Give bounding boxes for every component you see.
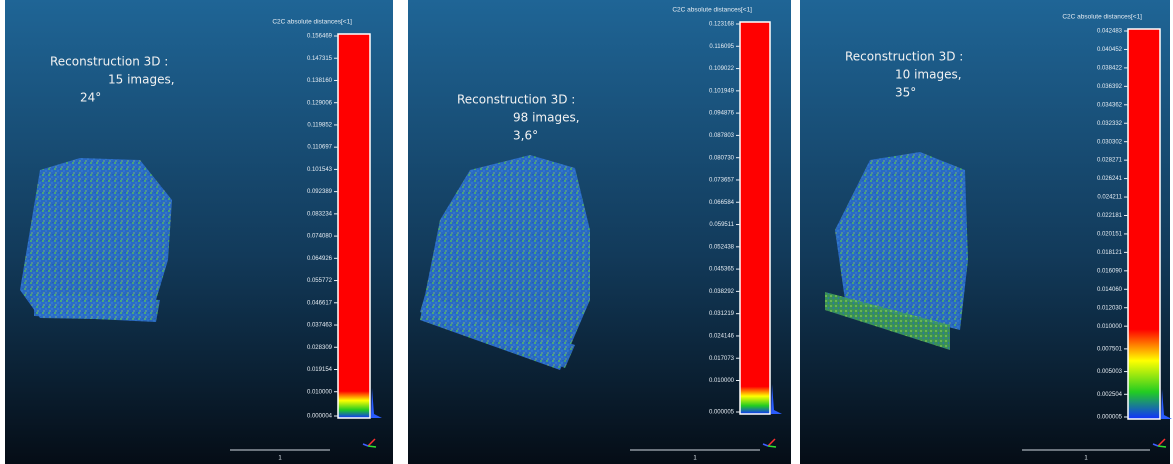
viewer-panel: Reconstruction 3D : 15 images, 24° C2C abso… xyxy=(5,0,393,464)
annotation-text: 10 images, xyxy=(895,68,962,82)
scale-tick-label: 0.028271 xyxy=(1097,158,1123,164)
scale-tick-label: 0.129006 xyxy=(307,100,333,106)
scale-tick-label: 0.066584 xyxy=(709,200,735,206)
scale-tick-label: 0.064926 xyxy=(307,256,333,262)
scale-tick-label: 0.002504 xyxy=(1097,392,1123,398)
color-scale-bar xyxy=(1128,29,1160,419)
scale-tick-label: 0.000004 xyxy=(307,414,333,420)
scale-tick-label: 0.022181 xyxy=(1097,213,1123,219)
scale-tick-label: 0.018121 xyxy=(1097,250,1123,256)
scale-tick-label: 0.073657 xyxy=(709,178,735,184)
axis-y xyxy=(368,446,376,447)
scale-tick-label: 0.005003 xyxy=(1097,369,1123,375)
scale-tick-label: 0.012030 xyxy=(1097,305,1123,311)
axis-y xyxy=(1158,446,1166,447)
scale-tick-label: 0.020151 xyxy=(1097,232,1123,238)
scale-tick-label: 0.123168 xyxy=(709,22,735,28)
scale-tick-label: 0.038422 xyxy=(1097,65,1123,71)
annotation-text: 98 images, xyxy=(513,111,580,125)
scale-tick-label: 0.007501 xyxy=(1097,346,1123,352)
scale-tick-label: 0.147315 xyxy=(307,56,333,62)
scale-tick-label: 0.101543 xyxy=(307,167,333,173)
scale-tick-label: 0.059511 xyxy=(709,222,734,228)
scale-tick-label: 0.010000 xyxy=(709,378,735,384)
scale-tick-label: 0.109022 xyxy=(709,66,735,72)
scale-tick-label: 0.024211 xyxy=(1097,195,1122,201)
scale-tick-label: 0.017073 xyxy=(709,356,735,362)
scale-tick-label: 0.031219 xyxy=(709,311,735,317)
annotation-text: 35° xyxy=(895,86,916,100)
scale-tick-label: 0.092389 xyxy=(307,189,333,195)
scale-tick-label: 0.074080 xyxy=(307,234,333,240)
scale-tick-label: 0.000005 xyxy=(1097,415,1123,421)
scale-tick-label: 0.055772 xyxy=(307,278,333,284)
scale-tick-label: 0.010000 xyxy=(307,389,333,395)
scale-tick-label: 0.000005 xyxy=(709,410,735,416)
scale-title: C2C absolute distances[<1] xyxy=(672,7,752,14)
scale-tick-label: 0.016090 xyxy=(1097,268,1123,274)
scale-title: C2C absolute distances[<1] xyxy=(1062,14,1142,21)
scale-tick-label: 0.110697 xyxy=(307,145,332,151)
annotation-text: 24° xyxy=(80,91,101,105)
scale-tick-label: 0.038292 xyxy=(709,289,735,295)
scale-tick-label: 0.042483 xyxy=(1097,29,1123,35)
scale-tick-label: 0.014060 xyxy=(1097,287,1123,293)
scale-tick-label: 0.156469 xyxy=(307,34,333,40)
axis-y xyxy=(768,446,776,447)
scale-tick-label: 0.116095 xyxy=(709,44,734,50)
scale-tick-label: 0.138160 xyxy=(307,78,333,84)
scale-title: C2C absolute distances[<1] xyxy=(272,19,352,26)
scale-tick-label: 0.036392 xyxy=(1097,84,1123,90)
scale-tick-label: 0.046617 xyxy=(307,300,333,306)
annotation-text: Reconstruction 3D : xyxy=(50,55,168,69)
scale-tick-label: 0.087803 xyxy=(709,133,735,139)
scale-tick-label: 0.037463 xyxy=(307,323,333,329)
scale-tick-label: 0.019154 xyxy=(307,367,333,373)
annotation-text: 3,6° xyxy=(513,129,538,143)
viewer-panel: Reconstruction 3D : 10 images, 35° C2C abso… xyxy=(800,0,1172,464)
scale-tick-label: 0.094876 xyxy=(709,111,735,117)
scale-tick-label: 0.034362 xyxy=(1097,102,1123,108)
annotation-text: 15 images, xyxy=(108,73,175,87)
scale-tick-label: 0.045365 xyxy=(709,267,735,273)
scale-tick-label: 0.026241 xyxy=(1097,176,1123,182)
scale-tick-label: 0.028309 xyxy=(307,345,333,351)
scale-tick-label: 0.030302 xyxy=(1097,139,1123,145)
scale-tick-label: 0.101949 xyxy=(709,88,735,94)
viewer-panel: Reconstruction 3D : 98 images, 3,6° C2C abs… xyxy=(408,0,791,464)
scale-tick-label: 0.119852 xyxy=(307,123,332,129)
screenshot: Reconstruction 3D : 15 images, 24° C2C abso… xyxy=(0,0,1173,464)
color-scale-bar xyxy=(740,22,770,414)
scale-tick-label: 0.052438 xyxy=(709,244,735,250)
annotation-text: Reconstruction 3D : xyxy=(457,93,575,107)
scale-tick-label: 0.083234 xyxy=(307,211,333,217)
color-scale-bar xyxy=(338,34,370,418)
scale-tick-label: 0.040452 xyxy=(1097,47,1123,53)
annotation-text: Reconstruction 3D : xyxy=(845,50,963,64)
scale-tick-label: 0.024146 xyxy=(709,334,735,340)
scale-tick-label: 0.032332 xyxy=(1097,121,1123,127)
scale-tick-label: 0.010000 xyxy=(1097,324,1123,330)
scale-tick-label: 0.080730 xyxy=(709,155,735,161)
